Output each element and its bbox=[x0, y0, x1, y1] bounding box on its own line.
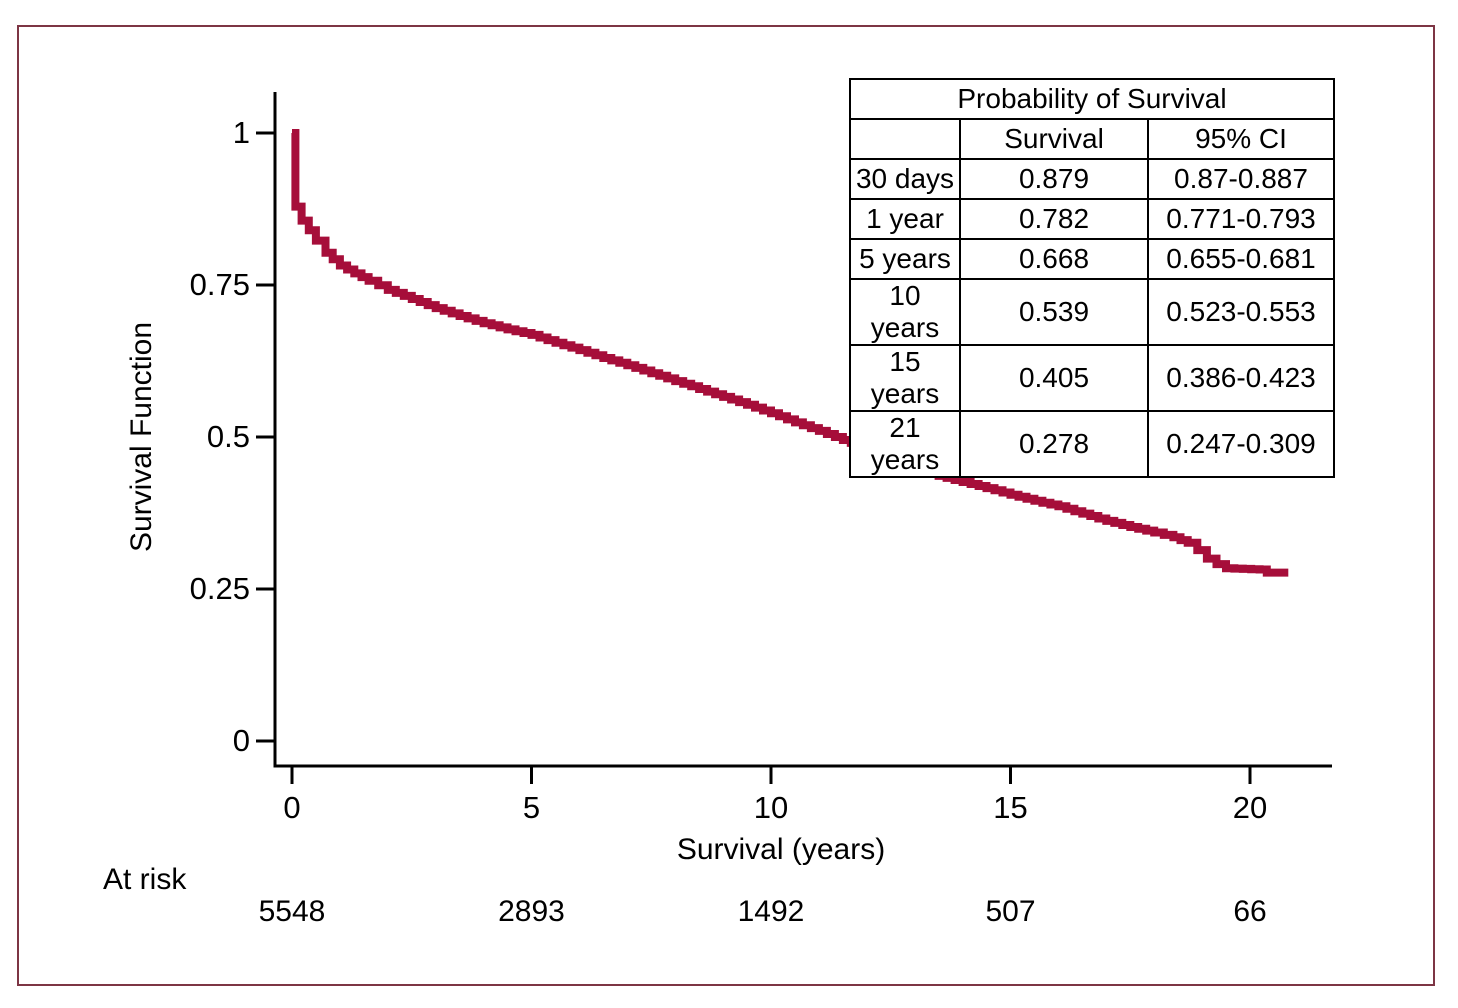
at-risk-count: 2893 bbox=[498, 895, 565, 928]
at-risk-count: 507 bbox=[985, 895, 1036, 928]
table-row-label: 15 years bbox=[849, 344, 961, 412]
y-tick-label: 0 bbox=[232, 723, 250, 758]
table-row-label: 30 days bbox=[849, 158, 961, 200]
table-ci-value: 0.247-0.309 bbox=[1147, 410, 1335, 478]
table-row-label: 5 years bbox=[849, 238, 961, 280]
table-survival-value: 0.782 bbox=[959, 198, 1149, 240]
table-ci-value: 0.771-0.793 bbox=[1147, 198, 1335, 240]
table-survival-value: 0.405 bbox=[959, 344, 1149, 412]
y-tick-label: 0.5 bbox=[206, 419, 250, 454]
table-row: 5 years 0.668 0.655-0.681 bbox=[849, 238, 1335, 280]
x-tick-label: 10 bbox=[753, 790, 789, 825]
table-ci-value: 0.523-0.553 bbox=[1147, 278, 1335, 346]
table-survival-value: 0.879 bbox=[959, 158, 1149, 200]
axis-ticks bbox=[256, 131, 1252, 784]
table-survival-value: 0.539 bbox=[959, 278, 1149, 346]
table-column-header bbox=[849, 118, 961, 160]
table-row-label: 1 year bbox=[849, 198, 961, 240]
table-row: 15 years 0.405 0.386-0.423 bbox=[849, 344, 1335, 412]
y-tick-label: 0.25 bbox=[189, 571, 250, 606]
table-ci-value: 0.87-0.887 bbox=[1147, 158, 1335, 200]
table-column-header: 95% CI bbox=[1147, 118, 1335, 160]
y-tick-label: 1 bbox=[232, 115, 250, 150]
x-tick-label: 20 bbox=[1232, 790, 1268, 825]
at-risk-count: 5548 bbox=[258, 895, 326, 928]
table-ci-value: 0.386-0.423 bbox=[1147, 344, 1335, 412]
x-tick-label: 15 bbox=[993, 790, 1028, 825]
table-row: 1 year 0.782 0.771-0.793 bbox=[849, 198, 1335, 240]
at-risk-label: At risk bbox=[103, 863, 187, 896]
x-tick-label: 0 bbox=[283, 790, 301, 825]
y-tick-label: 0.75 bbox=[189, 267, 250, 302]
table-row: 30 days 0.879 0.87-0.887 bbox=[849, 158, 1335, 200]
table-row-label: 10 years bbox=[849, 278, 961, 346]
table-column-header: Survival bbox=[959, 118, 1149, 160]
table-title: Probability of Survival bbox=[849, 78, 1335, 120]
at-risk-count: 1492 bbox=[737, 895, 805, 928]
table-survival-value: 0.668 bbox=[959, 238, 1149, 280]
at-risk-count: 66 bbox=[1233, 895, 1267, 928]
figure-border-frame bbox=[17, 25, 1435, 986]
table-row: 21 years 0.278 0.247-0.309 bbox=[849, 410, 1335, 478]
table-row: 10 years 0.539 0.523-0.553 bbox=[849, 278, 1335, 346]
table-title-row: Probability of Survival bbox=[849, 78, 1335, 120]
table-ci-value: 0.655-0.681 bbox=[1147, 238, 1335, 280]
table-row-label: 21 years bbox=[849, 410, 961, 478]
survival-curve bbox=[291, 129, 1289, 577]
table-survival-value: 0.278 bbox=[959, 410, 1149, 478]
x-axis-title: Survival (years) bbox=[676, 833, 886, 866]
y-axis-title: Survival Function bbox=[125, 321, 158, 553]
probability-of-survival-table: Probability of Survival Survival 95% CI 3… bbox=[849, 78, 1335, 478]
table-header-row: Survival 95% CI bbox=[849, 118, 1335, 160]
x-tick-label: 5 bbox=[522, 790, 541, 825]
